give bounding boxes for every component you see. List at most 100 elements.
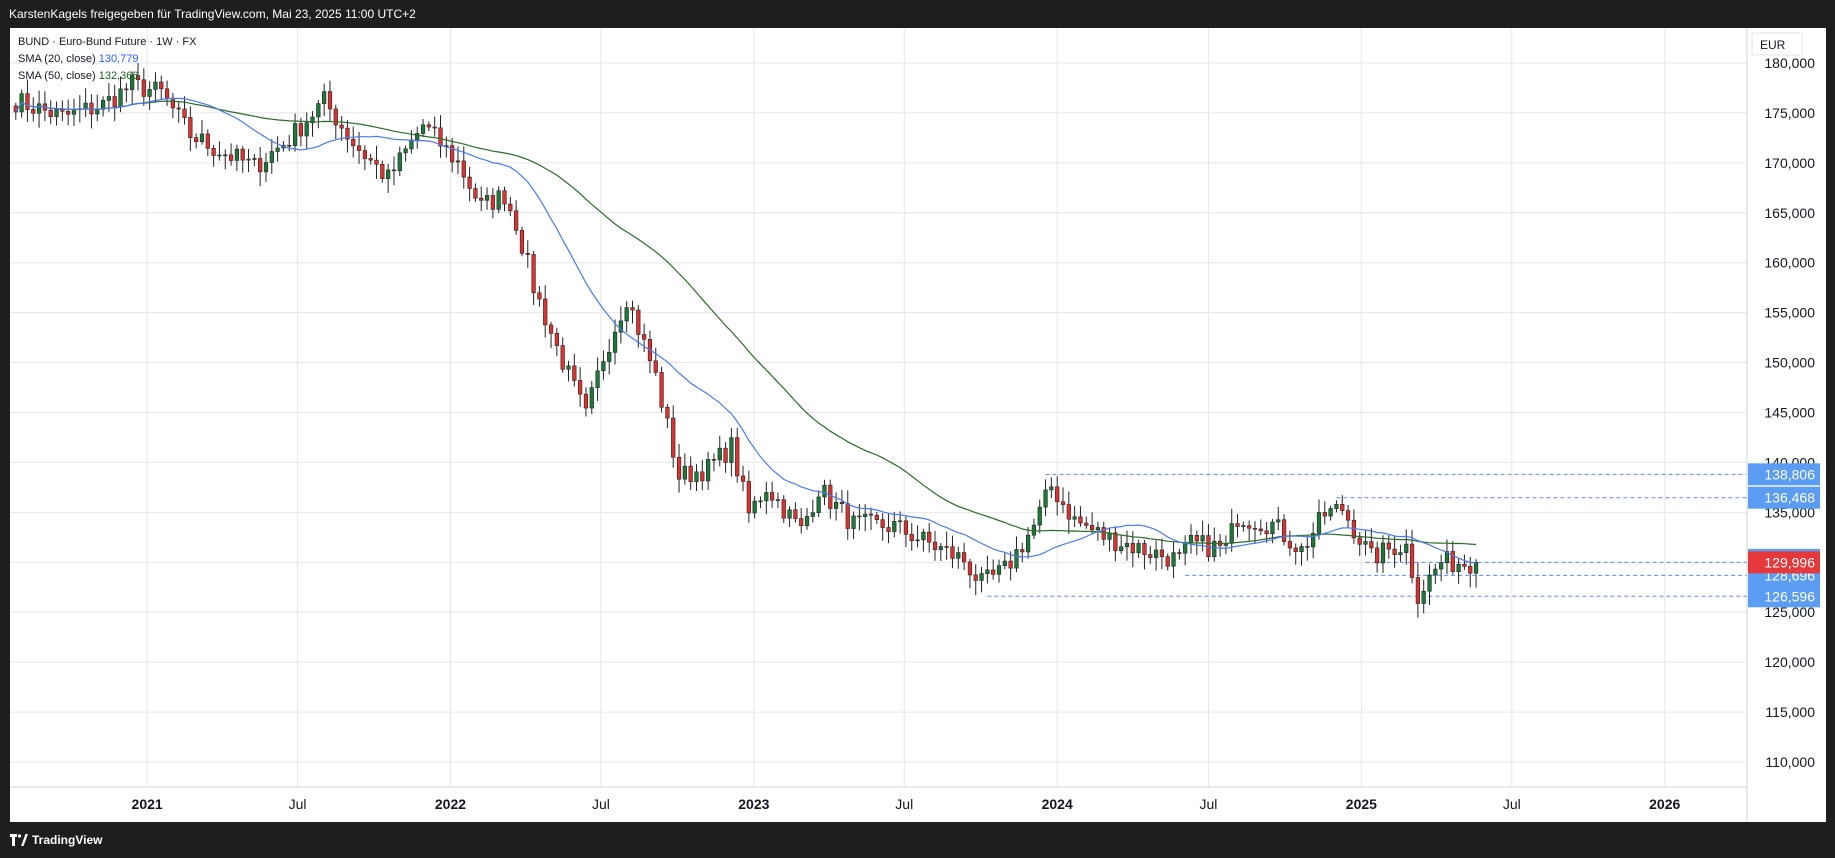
- candle: [432, 116, 437, 137]
- candle: [106, 82, 112, 112]
- sma20-legend[interactable]: SMA (20, close) 130,779: [18, 51, 197, 68]
- candle: [1153, 540, 1159, 571]
- candle: [834, 492, 839, 521]
- publish-info-text: KarstenKagels freigegeben für TradingVie…: [9, 7, 416, 21]
- candle: [735, 427, 740, 483]
- candle: [1136, 539, 1141, 559]
- svg-text:136,468: 136,468: [1764, 490, 1815, 506]
- grid-lines: [10, 28, 1747, 787]
- candle: [1264, 522, 1269, 543]
- candle: [1328, 505, 1333, 521]
- candle: [1229, 508, 1234, 552]
- candle: [159, 75, 164, 100]
- candle: [519, 226, 525, 257]
- candle: [60, 100, 65, 122]
- candle: [607, 338, 612, 375]
- candle: [1415, 563, 1420, 618]
- candle: [380, 160, 385, 183]
- sma50-value: 132,366: [98, 70, 139, 82]
- candle: [339, 116, 344, 142]
- candle: [100, 96, 106, 117]
- candle: [252, 153, 257, 167]
- candle: [240, 145, 245, 173]
- y-tick-label: 125,000: [1764, 604, 1815, 620]
- x-tick-label: Jul: [1199, 796, 1217, 812]
- candle: [322, 83, 327, 117]
- candle: [199, 119, 205, 145]
- price-axis[interactable]: 180,000 175,000 170,000 165,000 160,000 155,0…: [1764, 55, 1815, 770]
- candle: [450, 137, 455, 173]
- sma50-line: [15, 100, 1477, 546]
- candle: [531, 250, 536, 306]
- candle: [508, 196, 513, 217]
- y-tick-label: 180,000: [1764, 55, 1815, 71]
- candle: [583, 387, 589, 417]
- last-price-badge: 129,996: [1748, 551, 1820, 574]
- x-tick-label: Jul: [895, 796, 913, 812]
- candle: [420, 119, 426, 138]
- candle: [653, 347, 658, 376]
- candle: [578, 367, 583, 407]
- candle: [1293, 543, 1298, 565]
- candle: [1089, 512, 1095, 535]
- candle: [566, 360, 571, 382]
- candle: [1165, 553, 1170, 571]
- candle: [310, 111, 315, 137]
- chart-pane[interactable]: [10, 28, 1826, 822]
- candle: [153, 72, 158, 103]
- symbol-line[interactable]: BUND · Euro-Bund Future · 1W · FX: [18, 36, 197, 48]
- candle: [706, 451, 711, 490]
- candle: [211, 145, 216, 167]
- candle: [228, 143, 234, 166]
- candle: [903, 515, 909, 548]
- candle: [1363, 529, 1368, 556]
- candle: [991, 559, 996, 580]
- candle: [89, 94, 94, 129]
- y-tick-label: 160,000: [1764, 255, 1815, 271]
- x-tick-label: 2023: [738, 796, 769, 812]
- candle: [816, 490, 821, 518]
- candle: [1049, 477, 1054, 499]
- currency-box[interactable]: [1751, 32, 1803, 56]
- candle: [892, 511, 897, 538]
- x-tick-label: 2024: [1042, 796, 1073, 812]
- candle: [1380, 535, 1386, 574]
- candle: [1107, 528, 1112, 552]
- x-tick-label: 2022: [435, 796, 466, 812]
- candle: [967, 558, 973, 589]
- candle: [688, 456, 693, 491]
- sma50-legend[interactable]: SMA (50, close) 132,366: [18, 68, 197, 85]
- sma20-label: SMA (20, close): [18, 53, 96, 65]
- candle: [263, 152, 269, 182]
- candle: [502, 186, 507, 212]
- y-tick-label: 115,000: [1765, 704, 1815, 720]
- candle: [775, 492, 781, 508]
- x-tick-label: 2026: [1649, 796, 1680, 812]
- candle: [956, 546, 961, 569]
- candle: [752, 496, 757, 519]
- candle: [694, 464, 699, 492]
- candle: [1456, 557, 1461, 584]
- candle: [1002, 552, 1007, 570]
- candle: [572, 353, 577, 387]
- candle: [188, 106, 193, 152]
- candle: [304, 112, 309, 149]
- candle: [665, 403, 670, 428]
- candle: [461, 146, 466, 189]
- candle: [386, 163, 391, 193]
- candle: [1020, 542, 1025, 563]
- candle: [403, 145, 408, 162]
- candle: [1421, 579, 1426, 614]
- candle: [292, 113, 298, 152]
- candle: [467, 166, 472, 202]
- candle: [996, 559, 1002, 583]
- candle: [484, 187, 490, 210]
- footer-bar: TradingView: [0, 822, 1835, 858]
- candle: [36, 90, 42, 128]
- time-axis[interactable]: 2021 Jul 2022 Jul 2023 Jul 2024 Jul 2025 Jul 2026: [132, 796, 1681, 812]
- candle: [112, 84, 117, 122]
- y-tick-label: 110,000: [1765, 754, 1815, 770]
- candle: [298, 117, 303, 147]
- tradingview-logo[interactable]: TradingView: [10, 833, 102, 847]
